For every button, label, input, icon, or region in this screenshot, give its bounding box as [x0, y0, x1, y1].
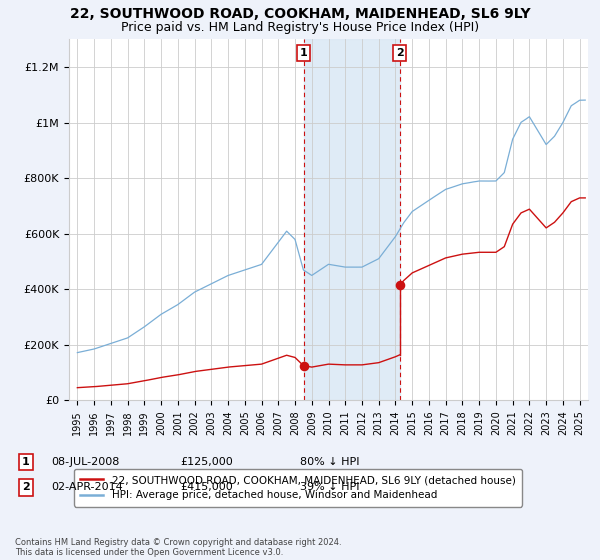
Text: 80% ↓ HPI: 80% ↓ HPI: [300, 457, 359, 467]
Text: 08-JUL-2008: 08-JUL-2008: [51, 457, 119, 467]
Text: £125,000: £125,000: [180, 457, 233, 467]
Text: 39% ↓ HPI: 39% ↓ HPI: [300, 482, 359, 492]
Text: Price paid vs. HM Land Registry's House Price Index (HPI): Price paid vs. HM Land Registry's House …: [121, 21, 479, 34]
Text: 2: 2: [22, 482, 29, 492]
Text: 22, SOUTHWOOD ROAD, COOKHAM, MAIDENHEAD, SL6 9LY: 22, SOUTHWOOD ROAD, COOKHAM, MAIDENHEAD,…: [70, 7, 530, 21]
Point: [299, 361, 308, 370]
Text: 02-APR-2014: 02-APR-2014: [51, 482, 123, 492]
Point: [395, 281, 404, 290]
Legend: 22, SOUTHWOOD ROAD, COOKHAM, MAIDENHEAD, SL6 9LY (detached house), HPI: Average : 22, SOUTHWOOD ROAD, COOKHAM, MAIDENHEAD,…: [74, 469, 522, 507]
Text: £415,000: £415,000: [180, 482, 233, 492]
Bar: [304, 39, 400, 400]
Text: 1: 1: [22, 457, 29, 467]
Text: 1: 1: [300, 48, 308, 58]
Text: 2: 2: [396, 48, 404, 58]
Text: Contains HM Land Registry data © Crown copyright and database right 2024.
This d: Contains HM Land Registry data © Crown c…: [15, 538, 341, 557]
